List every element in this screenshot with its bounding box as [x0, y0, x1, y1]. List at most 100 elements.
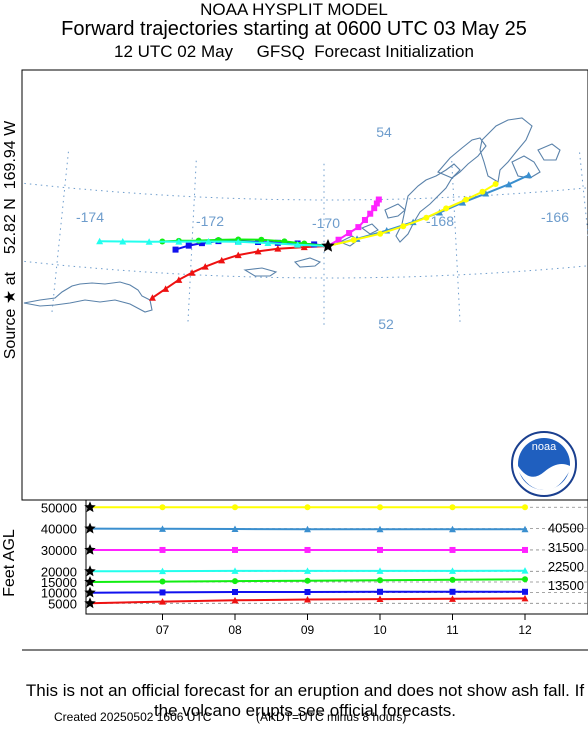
- height-tick-left: 40000: [41, 522, 77, 537]
- trajectory-point-yellow: [492, 181, 499, 188]
- longitude-gridline: [578, 148, 588, 240]
- height-point-blue: [522, 588, 528, 595]
- height-point-red: [376, 595, 384, 603]
- trajectory-point-blue: [198, 240, 205, 247]
- longitude-label: -172: [196, 213, 224, 229]
- time-tick-label: 08: [228, 623, 242, 637]
- height-tick-left: 15000: [41, 575, 77, 590]
- height-tick-right: 40500: [548, 521, 584, 536]
- height-point-red: [304, 595, 311, 603]
- longitude-gridline: [451, 157, 461, 322]
- height-start-star: [84, 501, 96, 513]
- island-outline: [537, 143, 561, 161]
- height-point-red: [159, 598, 166, 605]
- trajectory-point-cyan: [294, 241, 302, 248]
- trajectory-point-magenta: [361, 217, 368, 224]
- height-point-blue: [377, 588, 383, 595]
- height-point-blue: [449, 588, 456, 595]
- trajectory-red: [151, 245, 329, 299]
- trajectory-point-magenta: [346, 230, 353, 237]
- height-point-green: [232, 578, 238, 585]
- logo-wave: [518, 464, 570, 491]
- trajectory-point-magenta: [367, 210, 374, 217]
- height-tick-right: 22500: [548, 559, 584, 574]
- trajectory-point-cyan: [145, 238, 153, 245]
- height-point-magenta: [159, 546, 166, 553]
- trajectory-point-red: [218, 256, 226, 264]
- height-point-green: [304, 577, 311, 584]
- source-star: [321, 239, 335, 252]
- height-point-yellow: [522, 504, 528, 511]
- island-outline: [243, 267, 278, 277]
- trajectory-point-red: [254, 247, 262, 255]
- trajectory-lightblue: [327, 174, 530, 247]
- time-tick-label: 11: [446, 623, 459, 637]
- island-outline: [384, 203, 406, 219]
- height-tick-right: 31500: [548, 540, 584, 555]
- trajectory-point-lightblue: [505, 180, 513, 188]
- trajectory-point-yellow: [462, 196, 469, 203]
- height-point-green: [159, 578, 166, 585]
- height-point-magenta: [304, 546, 311, 553]
- height-start-star: [84, 597, 96, 609]
- logo-text: noaa: [532, 441, 557, 453]
- height-point-yellow: [377, 504, 383, 511]
- height-tick-right: 13500: [548, 578, 584, 593]
- height-point-green: [449, 576, 456, 583]
- trajectory-point-yellow: [377, 230, 384, 237]
- trajectory-point-red: [162, 285, 170, 292]
- trajectory-point-yellow: [479, 188, 486, 195]
- height-start-star: [84, 522, 96, 534]
- trajectory-point-magenta: [373, 200, 380, 207]
- map-frame: [21, 69, 588, 501]
- height-point-lightblue: [231, 525, 239, 533]
- trajectory-point-red: [234, 251, 242, 259]
- disclaimer-text: This is not an official forecast for an …: [25, 681, 585, 720]
- trajectory-point-lightblue: [525, 171, 533, 179]
- model-title: NOAA HYSPLIT MODEL: [200, 0, 388, 19]
- latitude-label: 54: [376, 124, 392, 140]
- height-point-cyan: [376, 567, 384, 574]
- trajectory-point-magenta: [371, 205, 378, 212]
- island-outline: [479, 117, 533, 183]
- height-tick-left: 30000: [41, 543, 77, 558]
- trajectory-point-yellow: [443, 205, 450, 212]
- height-point-red: [521, 594, 529, 602]
- height-point-cyan: [521, 567, 529, 574]
- height-plot-series: [84, 501, 529, 609]
- noaa-logo: noaa: [511, 431, 577, 497]
- trajectory-point-red: [148, 294, 156, 301]
- height-point-lightblue: [521, 525, 529, 533]
- height-point-magenta: [232, 546, 238, 553]
- graticule-labels: -174 -172 -170 -168 -166 54 52: [76, 124, 569, 332]
- longitude-label: -168: [426, 213, 454, 229]
- longitude-gridline: [187, 157, 197, 322]
- height-point-lightblue: [159, 525, 166, 532]
- island-outline: [23, 281, 153, 313]
- height-start-star: [84, 544, 96, 555]
- height-point-cyan: [449, 567, 456, 574]
- latitude-label: 52: [378, 316, 394, 332]
- time-tick-label: 12: [518, 623, 532, 637]
- time-tick-label: 10: [373, 623, 387, 637]
- trajectory-point-lightblue: [459, 199, 467, 206]
- chart-title: Forward trajectories starting at 0600 UT…: [61, 18, 527, 40]
- height-tick-left: 10000: [41, 586, 77, 601]
- trajectory-point-magenta: [355, 224, 362, 231]
- island-outline: [511, 155, 541, 179]
- trajectory-point-green: [258, 236, 265, 243]
- height-point-cyan: [231, 567, 239, 574]
- trajectory-point-cyan: [264, 239, 272, 247]
- height-point-yellow: [449, 504, 456, 511]
- height-point-magenta: [377, 546, 383, 553]
- longitude-gridline: [51, 148, 70, 312]
- creation-timestamp: Created 20250502 1606 UTC: [54, 710, 212, 724]
- height-point-cyan: [159, 567, 166, 575]
- longitude-label: -174: [76, 209, 104, 225]
- height-point-green: [522, 576, 528, 583]
- height-point-yellow: [304, 504, 311, 511]
- trajectory-point-cyan: [205, 237, 213, 245]
